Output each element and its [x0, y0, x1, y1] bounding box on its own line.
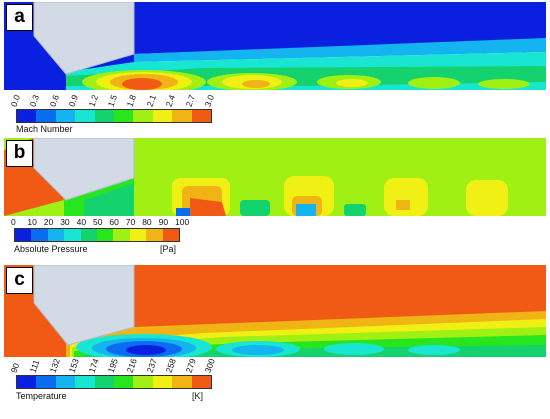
colorbar-cell: [55, 376, 76, 388]
colorbar-tick-label: 20: [43, 217, 54, 227]
colorbar-cell: [172, 376, 192, 388]
colorbar-cell: [75, 376, 95, 388]
colorbar-cell: [113, 110, 134, 122]
pressure-colorbar: [14, 228, 180, 242]
colorbar-cell: [80, 229, 97, 241]
colorbar-cell: [146, 229, 163, 241]
colorbar-tick-label: 40: [76, 217, 87, 227]
colorbar-tick-label: 60: [109, 217, 119, 227]
pressure-contour-plot: [4, 138, 546, 269]
colorbar-cell: [75, 110, 95, 122]
colorbar-cell: [47, 229, 65, 241]
colorbar-cell: [191, 376, 211, 388]
panel-letter: c: [6, 267, 33, 294]
colorbar-cell: [94, 110, 114, 122]
colorbar-cell: [152, 110, 173, 122]
panel-letter: b: [6, 140, 33, 167]
colorbar-tick-label: 90: [158, 217, 169, 227]
temperature-contour-plot: [4, 265, 546, 396]
colorbar-unit: [Pa]: [160, 244, 177, 254]
colorbar-title: Mach Number: [16, 124, 73, 134]
panel-letter: a: [6, 4, 33, 31]
colorbar-cell: [17, 376, 37, 388]
colorbar-cell: [113, 229, 130, 241]
mach-contour-plot: [4, 2, 546, 133]
mach-colorbar: [16, 109, 212, 123]
absolute-pressure-panel: b 0 10 20 30 40 50 60 70 80 90 100 Absolute Pressu…: [4, 138, 546, 269]
colorbar-cell: [96, 229, 114, 241]
colorbar-tick-label: 100: [175, 217, 190, 227]
colorbar-title: Absolute Pressure: [14, 244, 88, 254]
colorbar-cell: [64, 229, 81, 241]
colorbar-unit: [K]: [192, 391, 204, 401]
colorbar-cell: [113, 376, 134, 388]
colorbar-cell: [172, 110, 192, 122]
colorbar-cell: [17, 110, 37, 122]
colorbar-cell: [36, 376, 56, 388]
colorbar-tick-label: 10: [27, 217, 37, 227]
colorbar-cell: [129, 229, 147, 241]
colorbar-tick-label: 50: [93, 217, 103, 227]
colorbar-cell: [36, 110, 56, 122]
colorbar-cell: [15, 229, 32, 241]
mach-number-panel: a 0.0 0.3 0.6 0.9 1.2 1.5 1.8 2.1 2.4 2.7 3.0 Mach…: [4, 2, 546, 134]
colorbar-cell: [94, 376, 114, 388]
colorbar-cell: [191, 110, 211, 122]
colorbar-cell: [162, 229, 179, 241]
colorbar-cell: [133, 110, 153, 122]
colorbar-cell: [133, 376, 153, 388]
colorbar-cell: [152, 376, 173, 388]
colorbar-cell: [55, 110, 76, 122]
colorbar-tick-label: 70: [125, 217, 136, 227]
colorbar-tick-label: 80: [142, 217, 152, 227]
temperature-panel: c 90 111 132 153 174 195 216 237 258 279 300 Tempe…: [4, 265, 546, 401]
colorbar-tick-label: 30: [60, 217, 70, 227]
colorbar-title: Temperature: [16, 391, 67, 401]
colorbar-cell: [31, 229, 48, 241]
colorbar-tick-label: 0: [11, 217, 16, 227]
temperature-colorbar: [16, 375, 212, 389]
